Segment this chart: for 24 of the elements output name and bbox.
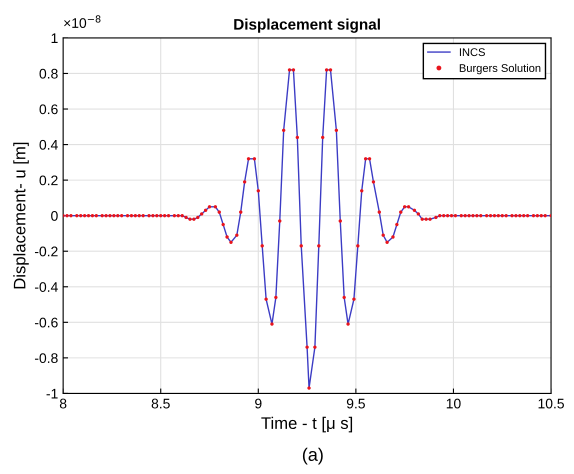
y-tick-label: 0.4 [40, 140, 58, 150]
text: ×10$^{−8}$ [64, 15, 100, 28]
y-tick-label: 0.8 [40, 68, 58, 79]
y-tick-label: -0.8 [34, 353, 58, 364]
y-tick-label: 0 [51, 211, 58, 221]
x-tick-label: 8.5 [152, 398, 170, 408]
x-tick-label: 8 [60, 398, 66, 408]
x-tick-label: 9.5 [346, 398, 365, 408]
y-tick-label: -1 [46, 388, 58, 398]
y-tick-label: 1 [52, 33, 58, 43]
x-tick-label: 10.5 [538, 398, 564, 408]
y-tick-label: -0.6 [34, 318, 58, 328]
y-axis-title: Displacement- u [m] [13, 142, 29, 288]
legend-label: INCS [460, 48, 485, 56]
text: (a) [302, 448, 323, 465]
x-tick-label: 9 [255, 398, 262, 408]
y-tick-label: 0.6 [40, 104, 58, 114]
x-axis-title: Time - t [μ s] [261, 416, 352, 432]
legend-label: Burgers Solution [460, 64, 540, 74]
y-tick-label: -0.4 [34, 282, 58, 292]
chart-title: Displacement signal [234, 18, 380, 33]
y-tick-label: -0.2 [34, 246, 58, 256]
x-tick-label: 10 [446, 398, 461, 408]
y-tick-label: 0.2 [40, 175, 58, 186]
